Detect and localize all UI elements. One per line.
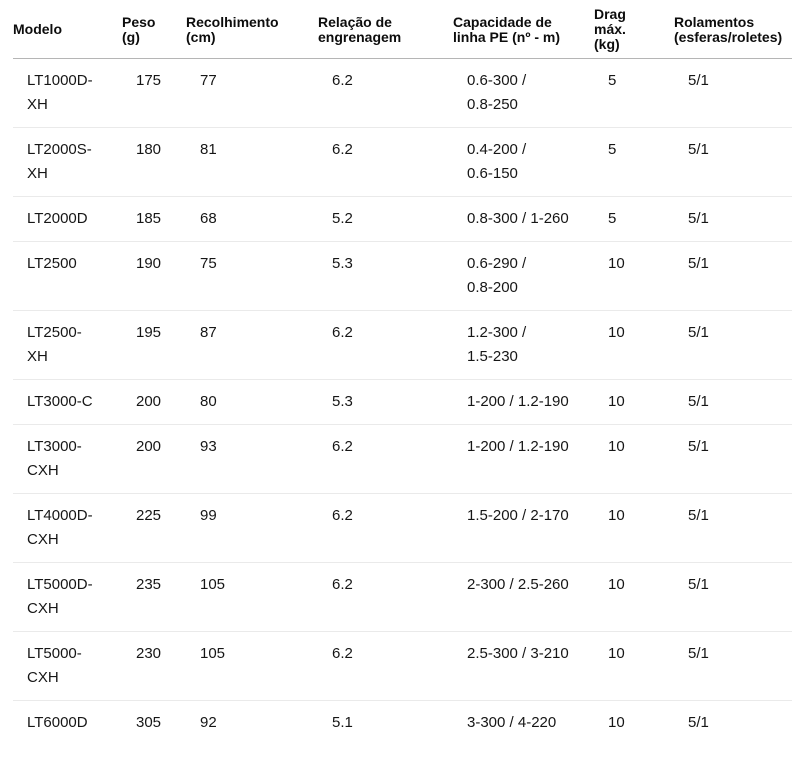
cell-peso: 190 xyxy=(122,241,186,311)
reel-specs-table: Modelo Peso (g) Recolhimento (cm) Relaçã… xyxy=(13,0,792,745)
cell-recolhimento: 99 xyxy=(186,493,318,563)
cell-peso: 195 xyxy=(122,310,186,380)
cell-rolamentos: 5/1 xyxy=(674,379,792,425)
table-row: LT3000-C 200 80 5.3 1-200 / 1.2-190 10 5/1 xyxy=(13,379,792,425)
cell-recolhimento: 105 xyxy=(186,562,318,632)
cell-drag: 10 xyxy=(594,310,674,380)
table-row: LT4000D- CXH 225 99 6.2 1.5-200 / 2-170 10 5/1 xyxy=(13,493,792,563)
cell-recolhimento: 80 xyxy=(186,379,318,425)
cell-peso: 180 xyxy=(122,127,186,197)
cell-modelo: LT2000D xyxy=(13,196,122,242)
cell-relacao: 6.2 xyxy=(318,562,453,632)
cell-modelo: LT5000D- CXH xyxy=(13,562,122,632)
cell-peso: 305 xyxy=(136,714,162,731)
cell-modelo: LT3000-C xyxy=(13,379,122,425)
cell-relacao: 5.3 xyxy=(318,241,453,311)
cell-relacao: 6.2 xyxy=(318,310,453,380)
cell-capacidade: 0.6-300 / 0.8-250 xyxy=(453,58,594,128)
cell-drag: 5 xyxy=(594,127,674,197)
cell-capacidade: 2-300 / 2.5-260 xyxy=(453,562,594,632)
table-body: LT1000D- XH 175 77 6.2 0.6-300 / 0.8-250 5 5/1… xyxy=(13,58,792,746)
table-row: LT2000D 185 68 5.2 0.8-300 / 1-260 5 5/1 xyxy=(13,196,792,242)
cell-modelo: LT6000D xyxy=(27,714,88,731)
cell-drag: 10 xyxy=(594,379,674,425)
cell-drag: 10 xyxy=(594,241,674,311)
cell-drag: 10 xyxy=(608,714,625,731)
cell-capacidade: 3-300 / 4-220 xyxy=(467,714,557,731)
cell-recolhimento: 81 xyxy=(186,127,318,197)
cell-rolamentos: 5/1 xyxy=(674,196,792,242)
cell-capacidade: 1-200 / 1.2-190 xyxy=(453,379,594,425)
cell-recolhimento: 77 xyxy=(186,58,318,128)
cell-capacidade: 1.5-200 / 2-170 xyxy=(453,493,594,563)
table-row: LT5000- CXH 230 105 6.2 2.5-300 / 3-210 10 5/1 xyxy=(13,631,792,701)
cell-drag: 5 xyxy=(594,58,674,128)
cell-modelo: LT5000- CXH xyxy=(13,631,122,701)
cell-peso: 225 xyxy=(122,493,186,563)
table-row: LT1000D- XH 175 77 6.2 0.6-300 / 0.8-250 5 5/1 xyxy=(13,58,792,128)
cell-modelo: LT2500 xyxy=(13,241,122,311)
cell-relacao: 5.2 xyxy=(318,196,453,242)
cell-relacao: 6.2 xyxy=(318,58,453,128)
cell-drag: 5 xyxy=(594,196,674,242)
cell-peso: 200 xyxy=(122,424,186,494)
col-header-peso: Peso (g) xyxy=(122,0,186,59)
cell-rolamentos: 5/1 xyxy=(674,241,792,311)
cell-drag: 10 xyxy=(594,493,674,563)
cell-rolamentos: 5/1 xyxy=(674,424,792,494)
cell-relacao: 5.1 xyxy=(332,714,353,731)
cell-capacidade: 2.5-300 / 3-210 xyxy=(453,631,594,701)
cell-relacao: 6.2 xyxy=(318,631,453,701)
cell-rolamentos: 5/1 xyxy=(674,127,792,197)
cell-recolhimento: 93 xyxy=(186,424,318,494)
cell-recolhimento: 68 xyxy=(186,196,318,242)
col-header-relacao: Relação de engrenagem xyxy=(318,0,453,59)
cell-capacidade: 0.8-300 / 1-260 xyxy=(453,196,594,242)
table-row: LT2500 190 75 5.3 0.6-290 / 0.8-200 10 5/1 xyxy=(13,241,792,311)
cell-modelo: LT2000S- XH xyxy=(13,127,122,197)
cell-modelo: LT2500- XH xyxy=(13,310,122,380)
cell-relacao: 6.2 xyxy=(318,493,453,563)
col-header-capacidade: Capacidade de linha PE (nº - m) xyxy=(453,0,594,59)
cell-recolhimento: 105 xyxy=(186,631,318,701)
cell-peso: 230 xyxy=(122,631,186,701)
cell-rolamentos: 5/1 xyxy=(688,714,709,731)
cell-rolamentos: 5/1 xyxy=(674,562,792,632)
cell-drag: 10 xyxy=(594,631,674,701)
col-header-recolhimento: Recolhimento (cm) xyxy=(186,0,318,59)
cell-capacidade: 0.4-200 / 0.6-150 xyxy=(453,127,594,197)
cell-rolamentos: 5/1 xyxy=(674,58,792,128)
table-row: LT3000- CXH 200 93 6.2 1-200 / 1.2-190 10 5/1 xyxy=(13,424,792,494)
table-row: LT2000S- XH 180 81 6.2 0.4-200 / 0.6-150 5 5/1 xyxy=(13,127,792,197)
cell-capacidade: 0.6-290 / 0.8-200 xyxy=(453,241,594,311)
cell-modelo: LT3000- CXH xyxy=(13,424,122,494)
cell-rolamentos: 5/1 xyxy=(674,493,792,563)
cell-capacidade: 1.2-300 / 1.5-230 xyxy=(453,310,594,380)
table-row: LT6000D 305 92 5.1 3-300 / 4-220 10 5/1 xyxy=(13,701,792,746)
cell-recolhimento: 87 xyxy=(186,310,318,380)
cell-relacao: 5.3 xyxy=(318,379,453,425)
cell-peso: 175 xyxy=(122,58,186,128)
cell-drag: 10 xyxy=(594,562,674,632)
cell-relacao: 6.2 xyxy=(318,127,453,197)
table-row: LT5000D- CXH 235 105 6.2 2-300 / 2.5-260 10 5/… xyxy=(13,562,792,632)
col-header-modelo: Modelo xyxy=(13,0,122,59)
table-row: LT2500- XH 195 87 6.2 1.2-300 / 1.5-230 10 5/1 xyxy=(13,310,792,380)
cell-drag: 10 xyxy=(594,424,674,494)
cell-recolhimento: 92 xyxy=(200,714,217,731)
cell-peso: 200 xyxy=(122,379,186,425)
cell-rolamentos: 5/1 xyxy=(674,631,792,701)
cell-modelo: LT1000D- XH xyxy=(13,58,122,128)
cell-relacao: 6.2 xyxy=(318,424,453,494)
header-row: Modelo Peso (g) Recolhimento (cm) Relaçã… xyxy=(13,0,792,59)
col-header-drag: Drag máx. (kg) xyxy=(594,0,674,59)
cell-peso: 185 xyxy=(122,196,186,242)
cell-rolamentos: 5/1 xyxy=(674,310,792,380)
cell-modelo: LT4000D- CXH xyxy=(13,493,122,563)
col-header-rolamentos: Rolamentos (esferas/roletes) xyxy=(674,0,792,59)
cell-peso: 235 xyxy=(122,562,186,632)
cell-capacidade: 1-200 / 1.2-190 xyxy=(453,424,594,494)
cell-recolhimento: 75 xyxy=(186,241,318,311)
